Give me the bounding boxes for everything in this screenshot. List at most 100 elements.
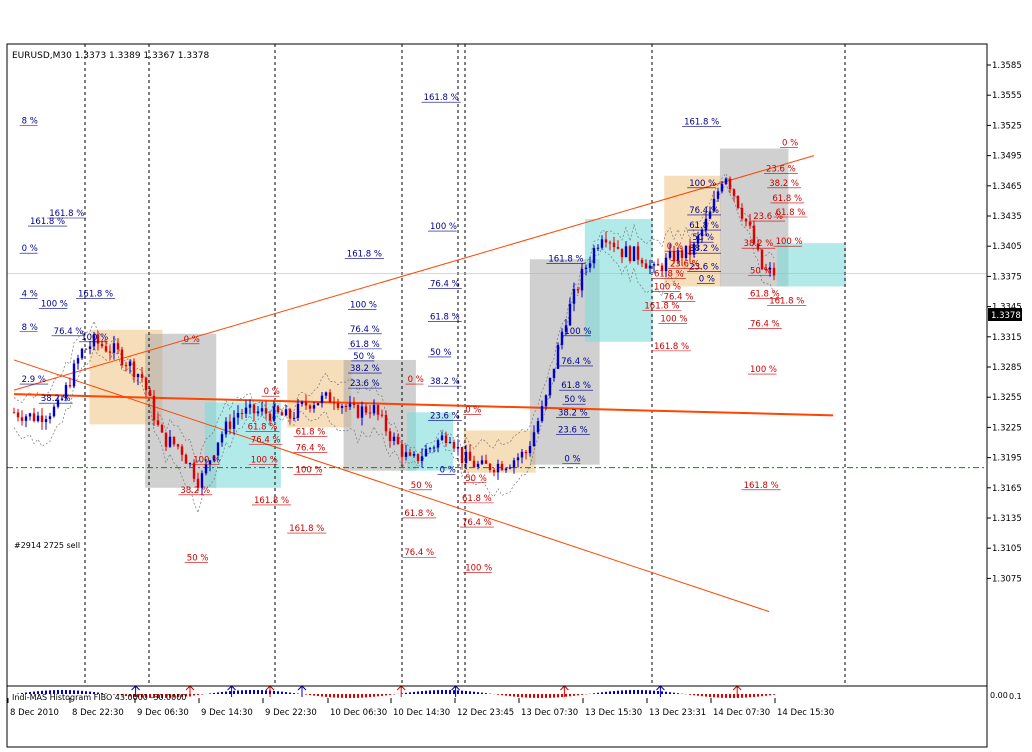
candle-body	[168, 436, 172, 447]
candle-body	[312, 405, 316, 409]
trendline	[13, 359, 770, 613]
candle-body	[288, 409, 292, 419]
candle-body	[32, 413, 36, 422]
fib-label: 100 %	[750, 365, 777, 375]
candle-body	[136, 374, 140, 378]
fib-label: 23.6 %	[430, 411, 460, 421]
candle-body	[768, 267, 772, 270]
fib-label: 0 %	[264, 387, 280, 397]
fib-labels: 161.8 %8 % 161.8 %161.8 %161.8 %100 %0 %1…	[19, 93, 808, 573]
fib-label: 100 %	[350, 301, 377, 311]
candle-body	[20, 417, 24, 421]
fib-label: 23.6 %	[753, 212, 783, 222]
x-tick-label: 13 Dec 23:31	[649, 708, 706, 718]
candle-body	[88, 346, 92, 349]
x-tick-label: 9 Dec 06:30	[137, 708, 189, 718]
candle-body	[116, 343, 120, 350]
candle-body	[772, 267, 776, 276]
candle-body	[192, 463, 196, 479]
fib-label: 23.6 %	[689, 262, 719, 272]
candle-body	[64, 385, 68, 399]
candle-body	[124, 365, 128, 367]
candle-body	[636, 246, 640, 260]
candle-body	[652, 264, 656, 266]
candle-body	[392, 436, 396, 442]
candle-body	[480, 460, 484, 464]
fib-label: 61.8 %	[430, 313, 460, 323]
candle-body	[452, 442, 456, 449]
fib-label: 76.4 %	[561, 357, 591, 367]
candle-body	[152, 395, 156, 421]
fib-label: 50 %	[353, 352, 375, 362]
y-tick-label: 1.3195	[992, 454, 1022, 464]
candle-body	[132, 361, 136, 378]
fib-label: 0 %	[564, 455, 580, 465]
candle-body	[72, 363, 76, 387]
candle-body	[52, 406, 56, 417]
candle-body	[236, 412, 240, 418]
fib-label: 38.2 %	[769, 179, 799, 189]
fib-label: 0 %	[782, 139, 798, 149]
price-axis: 1.3585 1.3555 1.3525 1.3495 1.3465 1.3435 1.34…	[987, 61, 1022, 584]
candle-body	[96, 334, 100, 344]
fib-label: 8 %	[22, 323, 38, 333]
fib-label: 100 %	[660, 315, 687, 325]
candle-body	[492, 470, 496, 473]
y-tick-label: 1.3525	[992, 121, 1022, 131]
candle-body	[588, 263, 592, 268]
y-tick-label: 1.3555	[992, 91, 1022, 101]
fib-label: 61.8 %	[772, 194, 802, 204]
price-tag: 1.3378	[988, 308, 1022, 321]
fib-label: 2.9 %	[22, 375, 46, 385]
fib-label: 0 %	[440, 466, 456, 476]
candle-body	[92, 334, 96, 347]
fib-label: 23.6 %	[350, 379, 380, 389]
fib-zone-cyan	[776, 243, 846, 287]
candle-body	[80, 348, 84, 359]
candle-body	[60, 398, 64, 400]
fib-label: 161.8 %	[684, 117, 719, 127]
candle-body	[696, 236, 700, 244]
candle-body	[572, 289, 576, 304]
candle-body	[736, 195, 740, 208]
fib-label: 38.2 %	[180, 486, 210, 496]
candle-body	[672, 251, 676, 262]
candle-body	[40, 415, 44, 423]
fib-label: 61.8 %	[776, 208, 806, 218]
fib-label: 76.4 %	[750, 320, 780, 330]
candle-body	[16, 412, 20, 418]
candle-body	[100, 343, 104, 347]
fib-label: 61.8 %	[404, 509, 434, 519]
candle-body	[420, 456, 424, 462]
candle-body	[544, 395, 548, 407]
candle-body	[84, 348, 88, 350]
candle-body	[380, 414, 384, 416]
candle-body	[516, 457, 520, 461]
fib-label: 38.2 %	[350, 364, 380, 374]
fib-label: 76.4 %	[689, 206, 719, 216]
candle-body	[264, 408, 268, 414]
x-tick-label: 10 Dec 14:30	[393, 708, 450, 718]
candle-body	[484, 460, 488, 464]
candle-body	[200, 473, 204, 488]
fib-label: 23.6 %	[558, 425, 588, 435]
fib-label: 161.8 %	[289, 524, 324, 534]
candle-body	[24, 416, 28, 421]
candle-body	[268, 413, 272, 421]
candle-body	[576, 289, 580, 291]
fib-label: 61.8 %	[689, 221, 719, 231]
price-candles	[12, 176, 776, 496]
candle-body	[328, 392, 332, 403]
candle-body	[304, 401, 308, 406]
candle-body	[156, 420, 160, 425]
candle-body	[728, 178, 732, 190]
fib-label: 161.8 %	[424, 93, 459, 103]
fib-label: 50 %	[750, 266, 772, 276]
fib-label: 76.4 %	[404, 548, 434, 558]
candle-body	[628, 246, 632, 262]
x-tick-label: 14 Dec 15:30	[777, 708, 834, 718]
candle-body	[756, 243, 760, 250]
candle-body	[644, 263, 648, 269]
